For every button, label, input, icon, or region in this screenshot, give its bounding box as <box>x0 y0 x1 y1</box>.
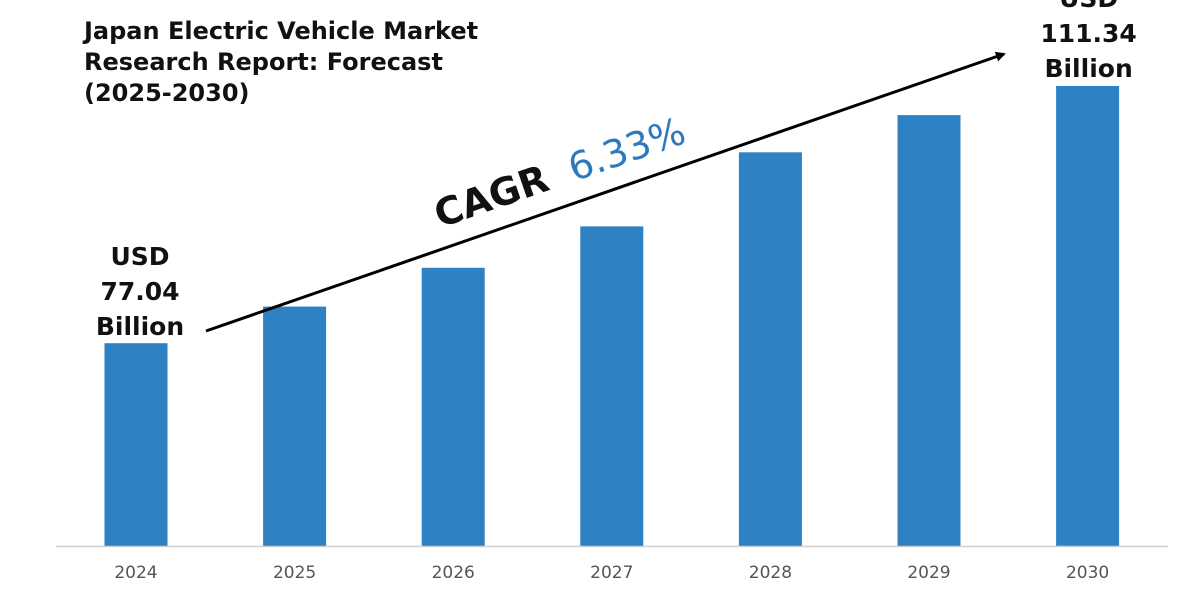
cagr-annotation: CAGR 6.33% <box>429 109 691 237</box>
bar-series <box>104 86 1120 547</box>
x-tick-label-2029: 2029 <box>907 563 950 583</box>
bar-2027 <box>580 226 644 546</box>
last-value-label: USD 111.34 Billion <box>1040 0 1136 83</box>
x-tick-label-2026: 2026 <box>432 563 475 583</box>
bar-2026 <box>421 267 485 546</box>
cagr-value: 6.33% <box>563 109 691 190</box>
chart-title-line-1: Japan Electric Vehicle Market <box>84 17 479 45</box>
bar-2030 <box>1056 86 1120 546</box>
first-value-label: USD 77.04 Billion <box>96 242 184 341</box>
cagr-prefix: CAGR <box>429 156 555 236</box>
last-value-label-line-2: 111.34 <box>1040 19 1136 48</box>
bar-2029 <box>897 115 961 546</box>
chart-title: Japan Electric Vehicle Market Research R… <box>84 16 564 109</box>
chart-title-line-2: Research Report: Forecast <box>84 48 443 76</box>
x-tick-label-2024: 2024 <box>114 563 157 583</box>
first-value-label-line-1: USD <box>110 242 169 271</box>
x-tick-label-2030: 2030 <box>1066 563 1109 583</box>
bar-2024 <box>104 343 168 546</box>
x-axis-tick-labels: 2024 2025 2026 2027 2028 2029 2030 <box>114 563 1109 583</box>
bar-2028 <box>738 152 802 547</box>
x-tick-label-2027: 2027 <box>590 563 633 583</box>
cagr-trend-arrow <box>205 51 1006 333</box>
first-value-label-line-3: Billion <box>96 312 184 341</box>
bar-2025 <box>263 306 327 546</box>
chart-title-line-3: (2025-2030) <box>84 79 250 107</box>
x-tick-label-2028: 2028 <box>749 563 792 583</box>
x-tick-label-2025: 2025 <box>273 563 316 583</box>
last-value-label-line-1: USD <box>1059 0 1118 13</box>
last-value-label-line-3: Billion <box>1044 54 1132 83</box>
first-value-label-line-2: 77.04 <box>100 277 179 306</box>
